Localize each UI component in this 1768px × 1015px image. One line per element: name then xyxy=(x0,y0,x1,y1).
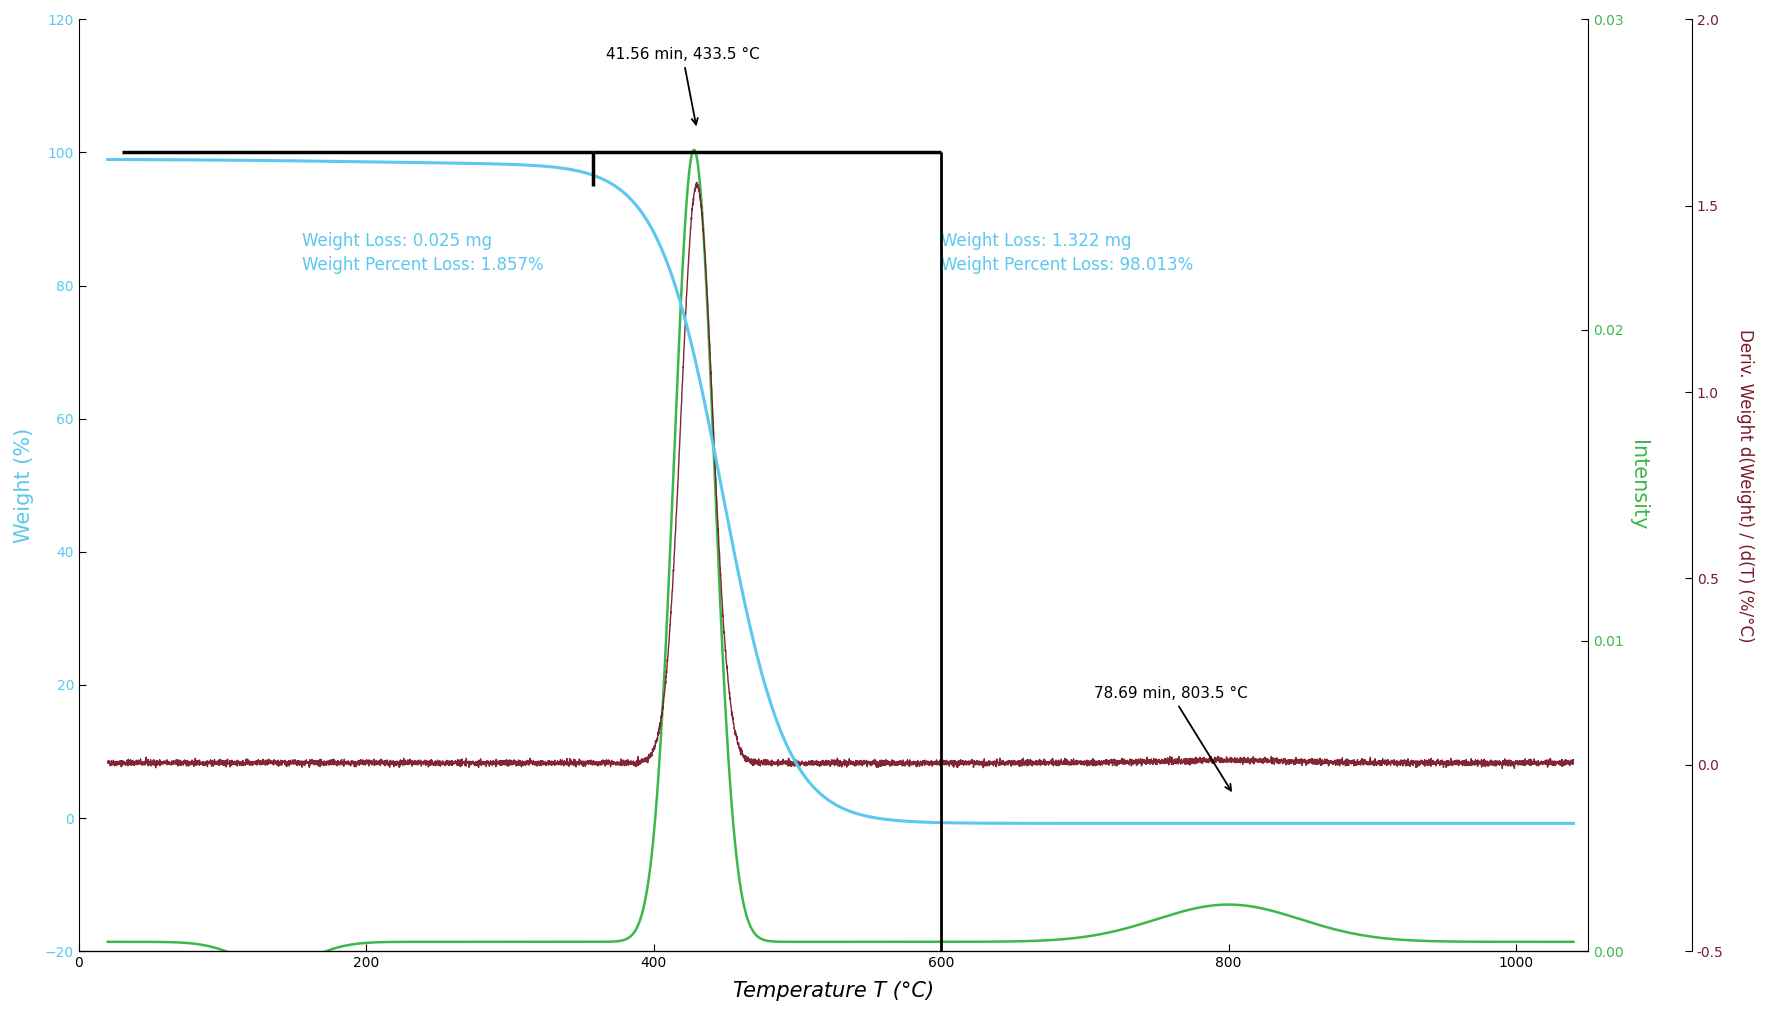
Text: 41.56 min, 433.5 °C: 41.56 min, 433.5 °C xyxy=(606,48,760,125)
Text: Weight Loss: 1.322 mg
Weight Percent Loss: 98.013%: Weight Loss: 1.322 mg Weight Percent Los… xyxy=(941,232,1193,274)
Text: Weight Loss: 0.025 mg
Weight Percent Loss: 1.857%: Weight Loss: 0.025 mg Weight Percent Los… xyxy=(302,232,543,274)
Y-axis label: Intensity: Intensity xyxy=(1628,441,1648,531)
X-axis label: Temperature Τ (°C): Temperature Τ (°C) xyxy=(732,982,934,1001)
Text: 78.69 min, 803.5 °C: 78.69 min, 803.5 °C xyxy=(1094,686,1248,791)
Y-axis label: Weight (%): Weight (%) xyxy=(14,427,34,543)
Y-axis label: Deriv. Weight d(Weight) / (d(Τ) (%/°C): Deriv. Weight d(Weight) / (d(Τ) (%/°C) xyxy=(1736,329,1754,642)
